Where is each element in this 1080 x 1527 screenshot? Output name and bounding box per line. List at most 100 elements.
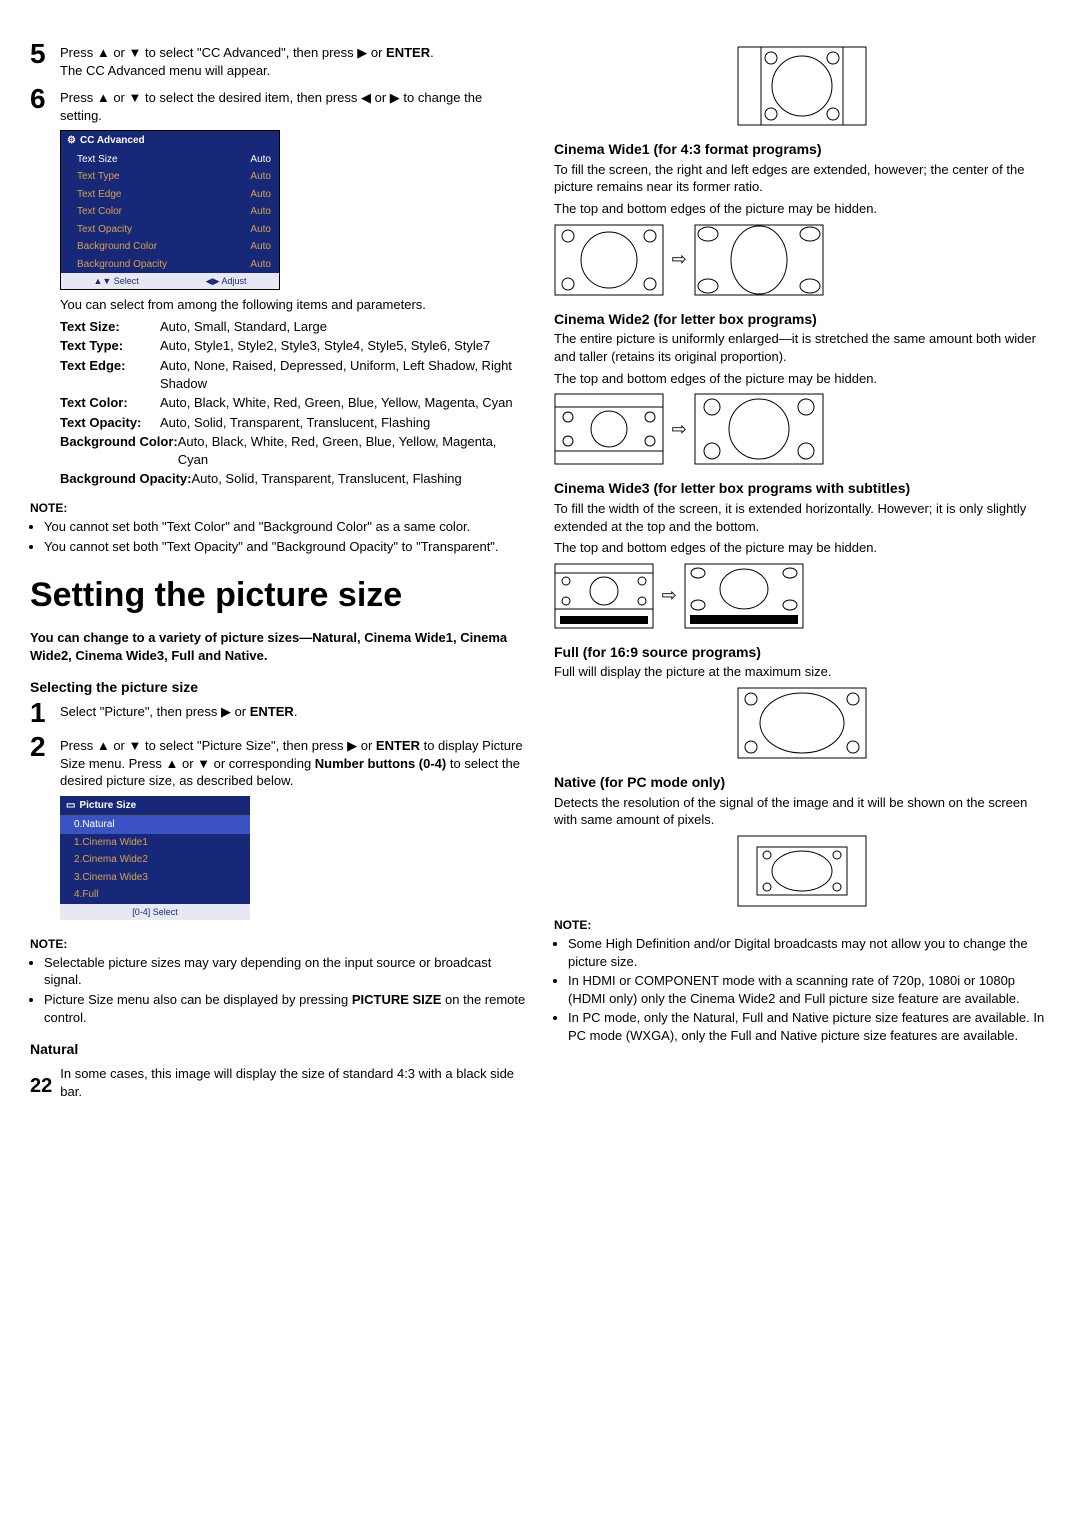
menu-key: Text Size (77, 153, 250, 167)
cw1-p1: To fill the screen, the right and left e… (554, 161, 1050, 196)
param-value: Auto, Black, White, Red, Green, Blue, Ye… (160, 394, 526, 412)
cw3-p1: To fill the width of the screen, it is e… (554, 500, 1050, 535)
step-number: 2 (30, 733, 52, 926)
param-row: Text Type:Auto, Style1, Style2, Style3, … (60, 337, 526, 355)
menu-row: Text TypeAuto (61, 168, 279, 186)
menu-key: Text Opacity (77, 223, 250, 237)
step-number: 6 (30, 85, 52, 490)
cw1-heading: Cinema Wide1 (for 4:3 format programs) (554, 140, 1050, 159)
arrow-right-icon: ⇨ (672, 247, 687, 271)
note-item: Picture Size menu also can be displayed … (44, 991, 526, 1026)
footer-adjust: ◀▶ Adjust (206, 275, 247, 287)
menu-row: Text OpacityAuto (61, 221, 279, 239)
note-label: NOTE: (30, 936, 526, 952)
param-label: Text Color: (60, 394, 160, 412)
native-heading: Native (for PC mode only) (554, 773, 1050, 792)
param-value: Auto, None, Raised, Depressed, Uniform, … (160, 357, 526, 392)
param-row: Text Edge:Auto, None, Raised, Depressed,… (60, 357, 526, 392)
menu-title-text: CC Advanced (80, 134, 145, 148)
cc-advanced-menu: ⚙ CC Advanced Text SizeAutoText TypeAuto… (60, 130, 280, 290)
footer-select: ▲▼ Select (93, 275, 138, 287)
menu-key: Background Color (77, 240, 250, 254)
note-item: You cannot set both "Text Opacity" and "… (44, 538, 526, 556)
natural-heading: Natural (30, 1040, 526, 1059)
enter-label: ENTER (386, 45, 430, 60)
param-value: Auto, Style1, Style2, Style3, Style4, St… (160, 337, 526, 355)
param-value: Auto, Small, Standard, Large (160, 318, 526, 336)
menu-key: Text Type (77, 170, 250, 184)
step-body: Select "Picture", then press ▶ or ENTER. (60, 699, 526, 727)
menu-title: ▭ Picture Size (60, 796, 250, 817)
left-column: 5 Press ▲ or ▼ to select "CC Advanced", … (30, 40, 526, 1100)
note-list: Selectable picture sizes may vary depend… (30, 954, 526, 1026)
psize-row: 4.Full (60, 886, 250, 904)
full-heading: Full (for 16:9 source programs) (554, 643, 1050, 662)
menu-val: Auto (250, 153, 271, 167)
psize-row: 2.Cinema Wide2 (60, 851, 250, 869)
psize-row: 1.Cinema Wide1 (60, 834, 250, 852)
param-label: Background Color: (60, 433, 178, 468)
cw1-illustration: ⇨ (554, 224, 1050, 296)
intro-text: You can change to a variety of picture s… (30, 630, 507, 663)
full-illustration (554, 687, 1050, 759)
enter-label: ENTER (250, 704, 294, 719)
note-label: NOTE: (30, 500, 526, 516)
note-item: You cannot set both "Text Color" and "Ba… (44, 518, 526, 536)
param-row: Background Color:Auto, Black, White, Red… (60, 433, 526, 468)
param-value: Auto, Black, White, Red, Green, Blue, Ye… (178, 433, 526, 468)
menu-row: Text ColorAuto (61, 203, 279, 221)
sub-heading: Selecting the picture size (30, 678, 526, 697)
menu-title: ⚙ CC Advanced (61, 131, 279, 151)
menu-key: Text Color (77, 205, 250, 219)
menu-val: Auto (250, 205, 271, 219)
page-number: 22 (30, 1073, 52, 1100)
param-label: Text Edge: (60, 357, 160, 392)
step6-text: Press ▲ or ▼ to select the desired item,… (60, 90, 482, 123)
param-label: Text Type: (60, 337, 160, 355)
note-list: Some High Definition and/or Digital broa… (554, 935, 1050, 1044)
param-table: Text Size:Auto, Small, Standard, LargeTe… (60, 318, 526, 488)
menu-val: Auto (250, 170, 271, 184)
menu-val: Auto (250, 258, 271, 272)
step-body: Press ▲ or ▼ to select the desired item,… (60, 85, 526, 490)
param-label: Background Opacity: (60, 470, 191, 488)
natural-illustration (554, 46, 1050, 126)
cw2-p2: The top and bottom edges of the picture … (554, 370, 1050, 388)
right-column: Cinema Wide1 (for 4:3 format programs) T… (554, 40, 1050, 1100)
param-row: Background Opacity:Auto, Solid, Transpar… (60, 470, 526, 488)
psize-footer: [0-4] Select (60, 904, 250, 920)
cw3-p2: The top and bottom edges of the picture … (554, 539, 1050, 557)
section-heading: Setting the picture size (30, 573, 526, 619)
cw3-illustration: ⇨ (554, 563, 1050, 629)
param-row: Text Color:Auto, Black, White, Red, Gree… (60, 394, 526, 412)
full-p: Full will display the picture at the max… (554, 663, 1050, 681)
step-body: Press ▲ or ▼ to select "CC Advanced", th… (60, 40, 526, 79)
native-p: Detects the resolution of the signal of … (554, 794, 1050, 829)
param-value: Auto, Solid, Transparent, Translucent, F… (191, 470, 526, 488)
param-value: Auto, Solid, Transparent, Translucent, F… (160, 414, 526, 432)
gear-icon: ⚙ (67, 134, 76, 148)
natural-text: In some cases, this image will display t… (60, 1065, 526, 1100)
number-buttons: Number buttons (0-4) (315, 756, 446, 771)
step-number: 5 (30, 40, 52, 79)
menu-val: Auto (250, 188, 271, 202)
enter-label: ENTER (376, 738, 420, 753)
menu-key: Background Opacity (77, 258, 250, 272)
picture-size-menu: ▭ Picture Size 0.Natural1.Cinema Wide12.… (60, 796, 250, 920)
step-6: 6 Press ▲ or ▼ to select the desired ite… (30, 85, 526, 490)
s2a: Press ▲ or ▼ to select "Picture Size", t… (60, 738, 376, 753)
s1-text: Select "Picture", then press ▶ or (60, 704, 250, 719)
psize-title-text: Picture Size (79, 799, 136, 813)
psize-row: 0.Natural (60, 816, 250, 834)
menu-footer: ▲▼ Select ◀▶ Adjust (61, 273, 279, 289)
cw2-illustration: ⇨ (554, 393, 1050, 465)
menu-val: Auto (250, 223, 271, 237)
step-5: 5 Press ▲ or ▼ to select "CC Advanced", … (30, 40, 526, 79)
note-label: NOTE: (554, 917, 1050, 933)
cw1-p2: The top and bottom edges of the picture … (554, 200, 1050, 218)
menu-val: Auto (250, 240, 271, 254)
menu-row: Text EdgeAuto (61, 186, 279, 204)
after-menu-text: You can select from among the following … (60, 296, 526, 314)
step-body: Press ▲ or ▼ to select "Picture Size", t… (60, 733, 526, 926)
psize-row: 3.Cinema Wide3 (60, 869, 250, 887)
